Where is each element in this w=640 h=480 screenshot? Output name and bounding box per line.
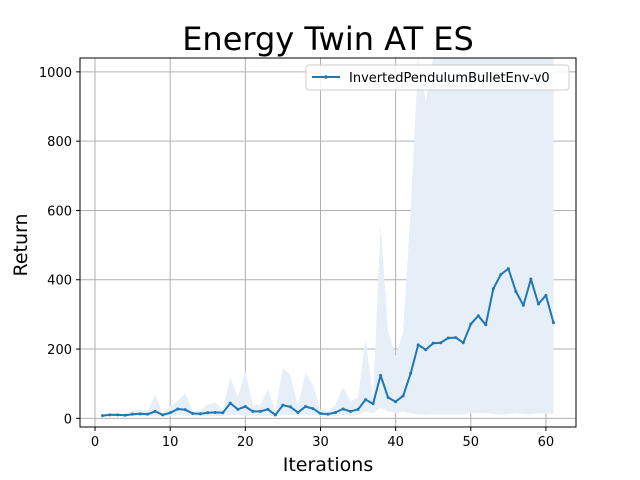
y-tick-label: 600 xyxy=(47,204,72,219)
data-point xyxy=(469,322,473,326)
data-point xyxy=(454,336,458,340)
data-point xyxy=(251,409,255,413)
data-point xyxy=(364,398,368,402)
data-point xyxy=(536,302,540,306)
data-point xyxy=(206,411,210,415)
data-point xyxy=(529,277,533,281)
data-point xyxy=(371,402,375,406)
data-point xyxy=(101,414,105,418)
y-tick-label: 400 xyxy=(47,274,72,289)
y-tick-label: 1000 xyxy=(39,66,72,81)
data-point xyxy=(281,403,285,407)
data-point xyxy=(266,407,270,411)
data-point xyxy=(401,394,405,398)
data-point xyxy=(221,411,225,415)
x-tick-label: 20 xyxy=(237,435,254,450)
data-point xyxy=(439,341,443,345)
data-point xyxy=(273,413,277,417)
data-point xyxy=(191,411,195,415)
x-axis-label: Iterations xyxy=(283,454,374,476)
data-point xyxy=(379,373,383,377)
data-point xyxy=(409,371,413,375)
data-point xyxy=(243,405,247,409)
data-point xyxy=(341,407,345,411)
data-point xyxy=(296,410,300,414)
x-tick-label: 10 xyxy=(162,435,179,450)
data-point xyxy=(416,343,420,347)
legend-box xyxy=(305,64,570,91)
data-point xyxy=(161,413,165,417)
legend: InvertedPendulumBulletEnv-v0 xyxy=(305,64,570,91)
data-point xyxy=(334,410,338,414)
data-point xyxy=(446,336,450,340)
legend-point-marker xyxy=(324,75,328,79)
y-axis-label: Return xyxy=(10,213,32,276)
data-point xyxy=(356,407,360,411)
data-point xyxy=(461,341,465,345)
data-point xyxy=(116,413,120,417)
data-point xyxy=(228,401,232,405)
data-point xyxy=(131,412,135,416)
data-point xyxy=(326,412,330,416)
data-point xyxy=(394,400,398,404)
data-point xyxy=(506,267,510,271)
data-point xyxy=(183,408,187,412)
data-point xyxy=(123,413,127,417)
plot-frame xyxy=(79,57,577,428)
data-point xyxy=(198,412,202,416)
x-tick-label: 40 xyxy=(387,435,404,450)
data-point xyxy=(484,323,488,327)
data-point xyxy=(499,273,503,277)
data-point xyxy=(544,293,548,297)
data-point xyxy=(514,290,518,294)
data-point xyxy=(176,407,180,411)
legend-label: InvertedPendulumBulletEnv-v0 xyxy=(349,71,550,86)
data-point xyxy=(168,411,172,415)
data-point xyxy=(303,405,307,409)
data-point xyxy=(288,405,292,409)
data-point xyxy=(146,412,150,416)
data-point xyxy=(521,303,525,307)
y-tick-label: 200 xyxy=(47,343,72,358)
x-tick-label: 30 xyxy=(312,435,329,450)
x-tick-label: 60 xyxy=(538,435,555,450)
x-tick-label: 50 xyxy=(463,435,480,450)
data-point xyxy=(386,396,390,400)
data-point xyxy=(551,321,555,325)
chart-title: Energy Twin AT ES xyxy=(182,20,474,58)
data-point xyxy=(258,409,262,413)
confidence-band xyxy=(102,58,554,417)
y-tick-label: 0 xyxy=(64,412,72,427)
data-point xyxy=(213,410,217,414)
data-point xyxy=(349,409,353,413)
x-tick-label: 0 xyxy=(91,435,99,450)
y-tick-label: 800 xyxy=(47,135,72,150)
data-point xyxy=(431,341,435,345)
data-point xyxy=(424,348,428,352)
data-point xyxy=(236,407,240,411)
data-point xyxy=(318,411,322,415)
data-point xyxy=(311,407,315,411)
data-point xyxy=(153,409,157,413)
data-point xyxy=(138,412,142,416)
data-point xyxy=(108,413,112,417)
data-point xyxy=(491,287,495,291)
data-point xyxy=(476,314,480,318)
